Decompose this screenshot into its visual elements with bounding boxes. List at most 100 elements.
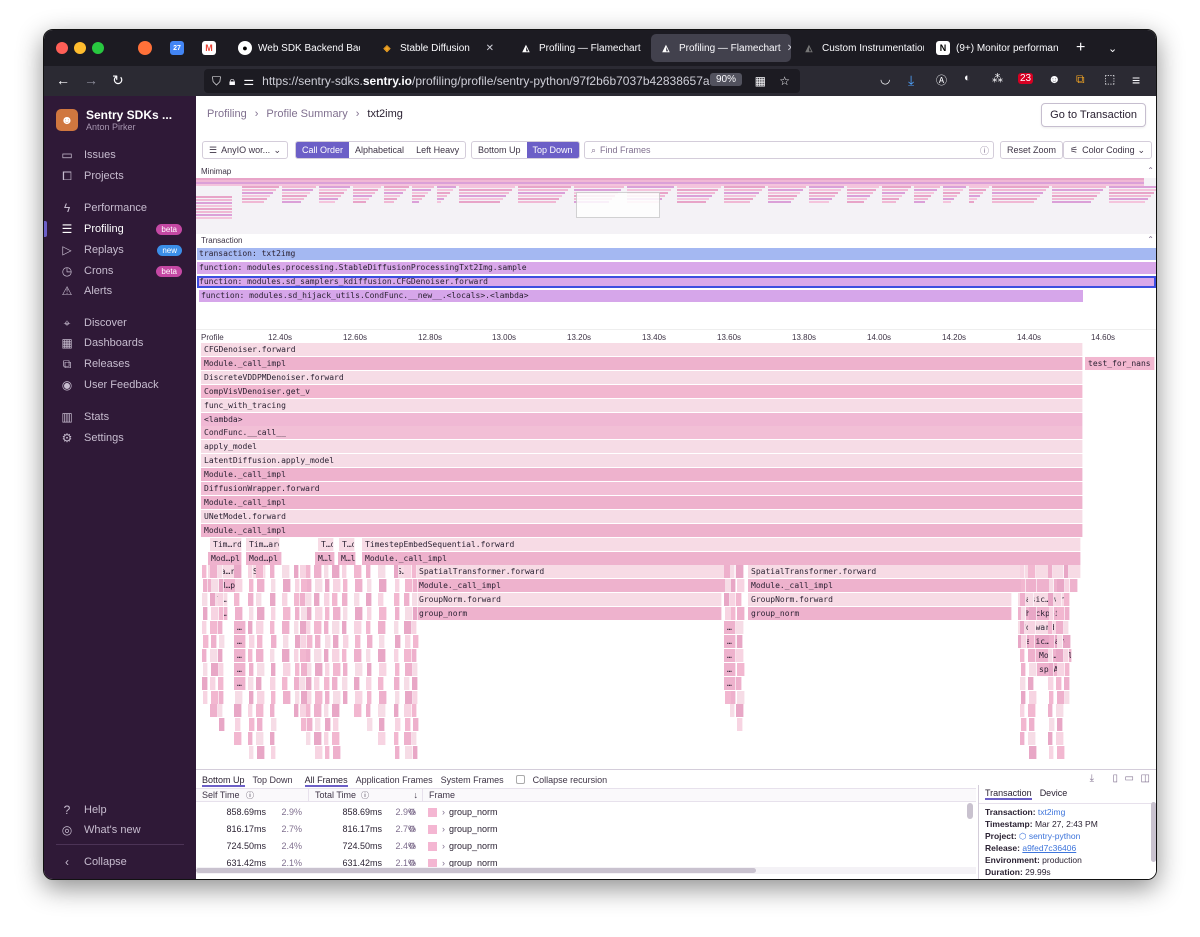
flame-frame[interactable] bbox=[1049, 662, 1054, 676]
sidebar-item-issues[interactable]: ▭ Issues bbox=[44, 145, 196, 165]
flame-frame[interactable] bbox=[314, 732, 322, 746]
flame-frame[interactable] bbox=[282, 621, 290, 634]
flame-frame[interactable]: Module._call_impl bbox=[201, 468, 1083, 482]
flame-frame[interactable]: func_with_tracing bbox=[201, 398, 1083, 412]
tab-all-frames[interactable]: All Frames bbox=[304, 775, 348, 787]
flame-frame[interactable] bbox=[1057, 662, 1065, 676]
flame-frame[interactable] bbox=[379, 579, 387, 593]
flame-frame[interactable] bbox=[306, 648, 311, 662]
flame-frame[interactable] bbox=[203, 634, 209, 648]
flame-frame[interactable] bbox=[1056, 676, 1062, 690]
flame-frame[interactable] bbox=[405, 634, 411, 648]
flame-frame[interactable] bbox=[249, 718, 255, 732]
flame-frame[interactable] bbox=[343, 662, 348, 676]
flame-frame[interactable] bbox=[1056, 593, 1062, 607]
flame-frame[interactable] bbox=[219, 662, 224, 676]
flame-frame[interactable] bbox=[413, 746, 418, 760]
flame-frame[interactable] bbox=[211, 634, 217, 648]
flame-frame[interactable] bbox=[306, 593, 312, 607]
tab-profiling-1[interactable]: ◭ Profiling — Flamechart bbox=[511, 34, 641, 62]
flame-frame[interactable] bbox=[332, 648, 340, 662]
tab-bottom-up[interactable]: Bottom Up bbox=[202, 775, 245, 787]
zoom-level[interactable]: 90% bbox=[709, 73, 742, 86]
flame-frame[interactable] bbox=[367, 634, 373, 648]
flame-frame[interactable] bbox=[736, 565, 744, 579]
back-arrow-icon[interactable]: ← bbox=[56, 72, 70, 88]
flame-frame[interactable] bbox=[1064, 621, 1069, 634]
flame-frame[interactable] bbox=[307, 579, 312, 593]
flame-frame[interactable] bbox=[333, 579, 341, 593]
flame-frame[interactable] bbox=[307, 718, 313, 732]
flame-frame[interactable] bbox=[332, 565, 340, 579]
flame-frame[interactable] bbox=[737, 662, 745, 676]
flame-frame[interactable]: Tim…ard bbox=[246, 537, 280, 551]
flame-frame[interactable] bbox=[1065, 579, 1070, 593]
flame-frame[interactable] bbox=[1065, 634, 1071, 648]
flame-frame[interactable] bbox=[314, 593, 320, 607]
flame-frame[interactable] bbox=[295, 607, 300, 621]
flame-frame[interactable]: UNetModel.forward bbox=[201, 509, 1083, 523]
flame-frame[interactable]: apply_model bbox=[201, 440, 1083, 454]
flame-frame[interactable] bbox=[325, 634, 331, 648]
flame-frame[interactable] bbox=[314, 676, 320, 690]
flame-frame[interactable] bbox=[354, 593, 360, 607]
flame-frame[interactable] bbox=[736, 676, 742, 690]
flame-frame[interactable] bbox=[342, 648, 347, 662]
chevron-up-icon[interactable]: ⌃ bbox=[1147, 166, 1154, 175]
gear-icon[interactable]: ⚙ bbox=[408, 824, 417, 834]
flame-frame[interactable] bbox=[324, 732, 329, 746]
flame-frame[interactable] bbox=[1028, 704, 1036, 718]
download-icon[interactable]: ⤓ bbox=[908, 72, 915, 88]
flame-frame[interactable] bbox=[1048, 704, 1053, 718]
flame-frame[interactable]: … bbox=[234, 621, 246, 634]
flame-frame[interactable] bbox=[730, 593, 736, 607]
flame-frame[interactable] bbox=[271, 662, 276, 676]
flame-frame[interactable] bbox=[378, 704, 386, 718]
flame-frame[interactable] bbox=[1057, 718, 1063, 732]
flame-frame[interactable] bbox=[1057, 746, 1065, 760]
tab-device[interactable]: Device bbox=[1039, 788, 1068, 798]
extensions-puzzle-icon[interactable]: ⬚ bbox=[1104, 72, 1116, 86]
flame-frame[interactable] bbox=[283, 579, 291, 593]
flame-frame[interactable]: CompVisVDenoiser.get_v bbox=[201, 384, 1083, 398]
flame-frame[interactable] bbox=[271, 607, 276, 621]
flame-frame[interactable] bbox=[395, 634, 401, 648]
flame-frame[interactable] bbox=[394, 676, 400, 690]
flame-frame[interactable] bbox=[249, 662, 254, 676]
sidebar-item-alerts[interactable]: ⚠ Alerts bbox=[44, 281, 196, 301]
sidebar-help[interactable]: ? Help bbox=[44, 800, 196, 820]
flame-frame[interactable] bbox=[257, 690, 265, 704]
flame-frame[interactable]: … bbox=[724, 676, 736, 690]
sidebar-item-releases[interactable]: ⧉ Releases bbox=[44, 354, 196, 374]
tab-top-down[interactable]: Top Down bbox=[252, 775, 293, 785]
flame-frame[interactable] bbox=[342, 676, 348, 690]
flame-frame[interactable] bbox=[282, 676, 288, 690]
flame-frame[interactable] bbox=[235, 690, 243, 704]
flame-frame[interactable] bbox=[366, 704, 371, 718]
tab-list-chevron-down-icon[interactable]: ⌄ bbox=[1108, 42, 1118, 55]
shield-icon[interactable]: ⛉ bbox=[212, 73, 222, 88]
lock-icon[interactable]: 🔒︎ bbox=[229, 73, 236, 88]
flame-frame[interactable]: GroupNorm.forward bbox=[748, 593, 1012, 607]
flame-frame[interactable] bbox=[283, 634, 289, 648]
flame-frame[interactable] bbox=[211, 607, 219, 621]
flame-frame[interactable] bbox=[1048, 676, 1054, 690]
find-frames-input[interactable]: ⌕ Find Frames ⓘ bbox=[584, 141, 994, 159]
flame-frame[interactable] bbox=[379, 718, 385, 732]
flame-frame[interactable] bbox=[367, 690, 372, 704]
flame-frame[interactable] bbox=[315, 718, 321, 732]
flame-frame[interactable] bbox=[315, 662, 323, 676]
flame-frame[interactable] bbox=[1057, 690, 1065, 704]
flame-frame[interactable] bbox=[257, 579, 265, 593]
horizontal-scrollbar[interactable] bbox=[196, 867, 976, 874]
flame-frame[interactable] bbox=[1049, 634, 1055, 648]
flame-frame[interactable]: <lambda> bbox=[201, 412, 1083, 426]
flame-frame[interactable] bbox=[234, 732, 242, 746]
sidebar-item-replays[interactable]: ▷ Replays new bbox=[44, 240, 196, 260]
flame-frame[interactable] bbox=[211, 690, 219, 704]
flame-frame[interactable] bbox=[379, 607, 387, 621]
info-icon[interactable]: ⓘ bbox=[979, 145, 989, 156]
flame-frame[interactable] bbox=[404, 732, 412, 746]
flame-frame[interactable] bbox=[378, 565, 386, 579]
table-row[interactable]: 816.17ms 2.7% 816.17ms 2.7% ⚙ › group_norm bbox=[196, 821, 976, 838]
